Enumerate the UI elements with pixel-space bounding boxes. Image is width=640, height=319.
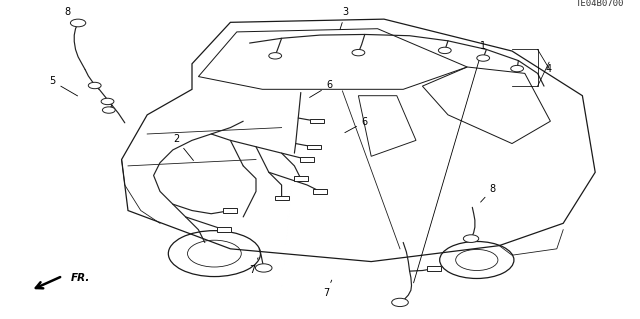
FancyBboxPatch shape	[310, 119, 324, 123]
Circle shape	[102, 107, 115, 113]
Text: 8: 8	[65, 7, 72, 24]
FancyBboxPatch shape	[427, 266, 441, 271]
Text: TE04B0700: TE04B0700	[575, 0, 624, 8]
Text: 1: 1	[413, 41, 486, 283]
Circle shape	[269, 53, 282, 59]
Circle shape	[511, 65, 524, 72]
FancyBboxPatch shape	[294, 176, 308, 181]
Text: 4: 4	[546, 63, 552, 74]
FancyBboxPatch shape	[223, 208, 237, 213]
Circle shape	[255, 264, 272, 272]
FancyBboxPatch shape	[275, 196, 289, 200]
Text: 8: 8	[481, 184, 496, 202]
Circle shape	[392, 298, 408, 307]
Text: 3: 3	[340, 7, 349, 29]
Circle shape	[101, 98, 114, 105]
Text: 5: 5	[49, 76, 77, 96]
Text: 7: 7	[250, 258, 258, 275]
FancyBboxPatch shape	[313, 189, 327, 194]
Text: 7: 7	[323, 280, 332, 298]
Text: 6: 6	[345, 117, 368, 133]
Circle shape	[477, 55, 490, 61]
FancyBboxPatch shape	[217, 227, 231, 232]
Circle shape	[463, 235, 479, 242]
Circle shape	[88, 82, 101, 89]
Circle shape	[70, 19, 86, 27]
Text: 6: 6	[310, 80, 333, 98]
Text: FR.: FR.	[70, 273, 90, 283]
Text: 2: 2	[173, 134, 193, 160]
FancyBboxPatch shape	[307, 145, 321, 149]
Circle shape	[352, 49, 365, 56]
Circle shape	[438, 47, 451, 54]
FancyBboxPatch shape	[300, 157, 314, 162]
